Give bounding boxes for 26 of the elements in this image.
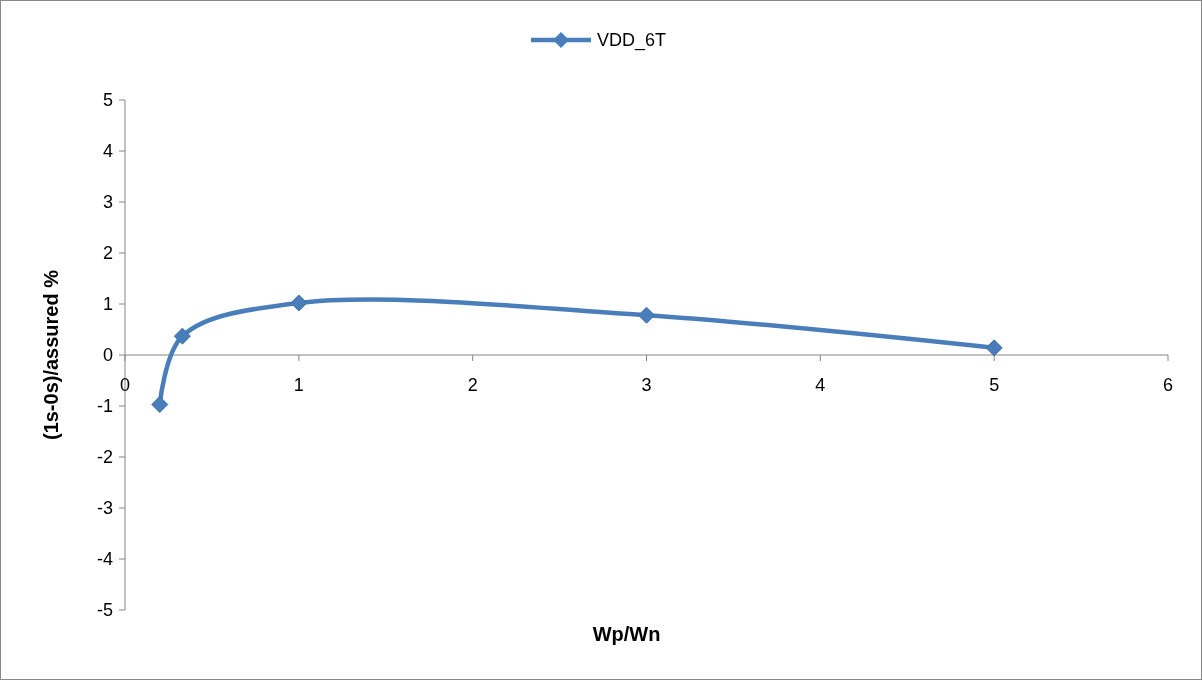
- point: [638, 306, 655, 324]
- x-tick-label: 0: [119, 375, 131, 395]
- legend-label: VDD_6T: [597, 30, 667, 52]
- y-tick-label: -2: [96, 447, 113, 468]
- x-tick-label: 6: [1162, 375, 1174, 395]
- y-tick-label: -5: [96, 600, 113, 621]
- y-tick-label: 0: [102, 345, 113, 366]
- y-tick-label: 1: [102, 294, 113, 315]
- point: [985, 339, 1003, 357]
- point: [151, 395, 169, 413]
- y-axis-title: (1s-0s)/assured %: [40, 269, 62, 441]
- point: [173, 327, 191, 345]
- x-tick-label: 5: [989, 375, 1000, 395]
- x-axis-title: Wp/Wn: [592, 623, 661, 645]
- y-tick-label: 2: [102, 243, 113, 264]
- y-tick-label: -1: [96, 396, 113, 417]
- point: [290, 294, 308, 312]
- x-tick-label: 1: [293, 375, 304, 395]
- y-tick-label: -4: [96, 549, 113, 570]
- y-tick-label: 3: [102, 192, 113, 213]
- x-tick-label: 3: [641, 375, 652, 395]
- y-tick-label: -3: [96, 498, 113, 519]
- x-tick-label: 4: [815, 375, 826, 395]
- y-tick-label: 4: [102, 141, 113, 162]
- x-tick-label: 2: [467, 375, 478, 395]
- y-tick-label: 5: [102, 90, 113, 111]
